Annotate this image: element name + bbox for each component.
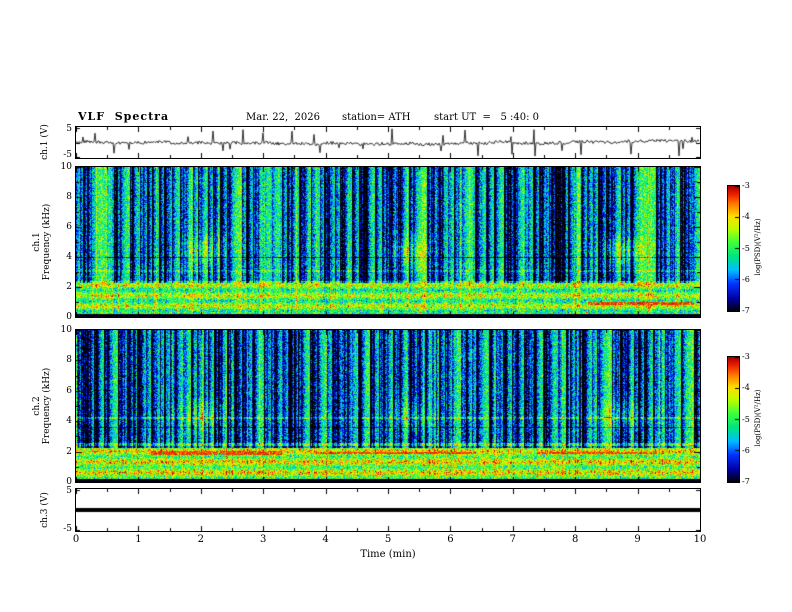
time-tick-label: 1 [135, 534, 142, 545]
ch1-frequency-unit-label: Frequency (kHz) [42, 203, 52, 281]
ch1-frequency-tick-label: 2 [66, 282, 72, 292]
ch1-spectrogram-canvas [75, 166, 701, 318]
ch2-frequency-tick-label: 4 [66, 416, 72, 427]
ch2-frequency-tick-label: 10 [60, 325, 72, 335]
ch1-frequency-tick-label: 0 [66, 312, 72, 322]
ch1-frequency-tick-label: 10 [60, 162, 72, 172]
colorbar1-tick-label: -5 [742, 243, 750, 253]
date-label: Mar. 22, 2026 [246, 112, 320, 123]
station-label: station= ATH [342, 112, 411, 123]
time-tick-label: 4 [322, 534, 329, 545]
colorbar2-tick-label: -7 [742, 477, 750, 486]
colorbar2-tick-label: -6 [742, 445, 750, 455]
ch1-channel-label: ch.1 [32, 232, 42, 252]
ch1-frequency-tick-label: 6 [66, 222, 72, 232]
ch2-channel-label: ch.2 [32, 396, 42, 416]
ch1-frequency-axis-label: ch.1 Frequency (kHz) [32, 182, 52, 302]
ch1-voltage-tick-label: 5 [66, 124, 72, 134]
ch3-voltage-tick-label: 5 [66, 486, 72, 496]
ch2-spectrogram-canvas [75, 329, 701, 483]
colorbar1-tick-label: -3 [742, 181, 750, 190]
time-tick-label: 0 [72, 534, 80, 545]
ch3-voltage-axis-label: ch.3 (V) [40, 492, 50, 528]
ch1-voltage-axis-label: ch.1 (V) [40, 124, 50, 160]
ch2-frequency-unit-label: Frequency (kHz) [42, 367, 52, 445]
time-tick-label: 3 [260, 534, 267, 545]
colorbar1-tick-label: -6 [742, 274, 750, 284]
colorbar2-tick-label: -5 [742, 414, 750, 424]
ch2-frequency-tick-label: 6 [66, 385, 72, 396]
colorbar-ch1 [727, 185, 740, 312]
time-tick-label: 8 [572, 534, 579, 545]
plot-title: VLF Spectra [78, 110, 170, 123]
ch1-frequency-tick-label: 8 [66, 192, 72, 202]
colorbar-ch2 [727, 356, 740, 483]
colorbar1-tick-label: -4 [742, 212, 750, 222]
time-tick-label: 7 [509, 534, 516, 545]
ch2-frequency-tick-label: 2 [66, 446, 72, 457]
time-tick-label: 10 [693, 534, 707, 545]
colorbar2-tick-label: -3 [742, 352, 750, 361]
ch2-frequency-tick-label: 0 [66, 477, 72, 487]
time-tick-label: 2 [197, 534, 204, 545]
time-tick-label: 5 [384, 534, 392, 545]
ch1-voltage-tick-label: -5 [63, 150, 72, 160]
time-tick-label: 6 [447, 534, 454, 545]
ch1-waveform-canvas [75, 126, 701, 159]
start-ut-label: start UT = 5 :40: 0 [434, 112, 540, 123]
ch2-frequency-axis-label: ch.2 Frequency (kHz) [32, 346, 52, 466]
colorbar2-tick-label: -4 [742, 383, 750, 393]
ch1-frequency-tick-label: 4 [66, 252, 72, 262]
time-axis-label: Time (min) [360, 549, 416, 560]
time-tick-label: 9 [634, 534, 641, 545]
ch3-waveform-canvas [75, 488, 701, 532]
colorbar1-tick-label: -7 [742, 306, 750, 315]
ch3-voltage-tick-label: -5 [63, 524, 72, 534]
ch2-frequency-tick-label: 8 [66, 355, 72, 366]
